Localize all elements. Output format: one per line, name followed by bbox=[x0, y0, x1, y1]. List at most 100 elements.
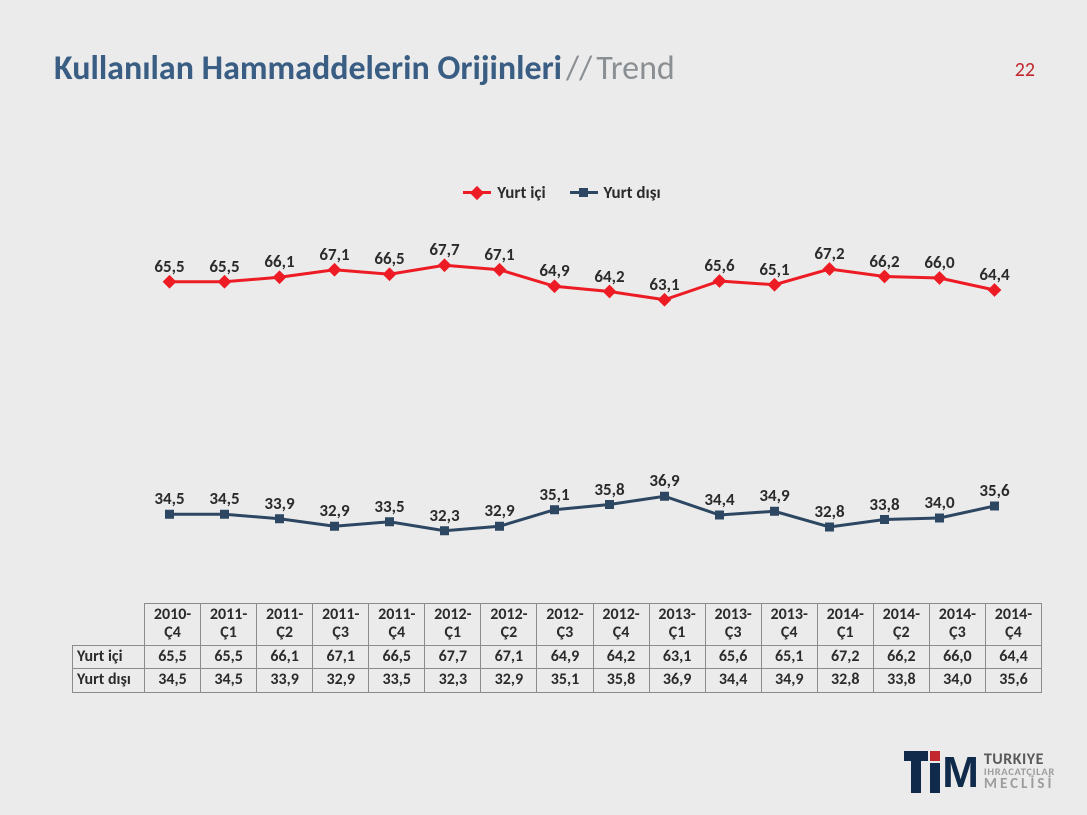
series-marker-yurt_disi bbox=[385, 517, 394, 526]
series-marker-yurt_disi bbox=[495, 522, 504, 531]
table-cell: 36,9 bbox=[649, 669, 705, 692]
table-cell: 33,5 bbox=[369, 669, 425, 692]
trend-chart: Yurt içi Yurt dışı 65,565,566,167,166,56… bbox=[102, 178, 1022, 558]
series-marker-yurt_ici bbox=[878, 270, 892, 284]
page-title-sub: Trend bbox=[596, 48, 675, 89]
data-table-wrap: 2010-Ç42011-Ç12011-Ç22011-Ç32011-Ç42012-… bbox=[72, 603, 1042, 693]
series-marker-yurt_ici bbox=[658, 293, 672, 307]
series-marker-yurt_ici bbox=[163, 275, 177, 289]
data-label-yurt_ici: 67,2 bbox=[814, 243, 844, 264]
logo-letter-m: M bbox=[942, 753, 978, 793]
table-col-header: 2011-Ç3 bbox=[313, 604, 369, 646]
table-cell: 64,2 bbox=[593, 645, 649, 668]
legend-item-yurt-disi: Yurt dışı bbox=[570, 182, 661, 203]
table-cell: 63,1 bbox=[649, 645, 705, 668]
table-col-header: 2012-Ç2 bbox=[481, 604, 537, 646]
table-col-header: 2014-Ç3 bbox=[929, 604, 985, 646]
data-label-yurt_disi: 32,9 bbox=[484, 500, 514, 521]
data-label-yurt_disi: 35,1 bbox=[539, 484, 569, 505]
table-cell: 32,3 bbox=[425, 669, 481, 692]
data-label-yurt_ici: 67,1 bbox=[319, 244, 349, 265]
legend-item-yurt-ici: Yurt içi bbox=[463, 182, 545, 203]
page-title-separator: // bbox=[566, 48, 592, 89]
table-cell: 64,9 bbox=[537, 645, 593, 668]
table-col-header: 2014-Ç1 bbox=[817, 604, 873, 646]
table-col-header: 2011-Ç1 bbox=[201, 604, 257, 646]
table-col-header: 2013-Ç1 bbox=[649, 604, 705, 646]
title-row: Kullanılan Hammaddelerin Orijinleri // T… bbox=[54, 48, 1045, 89]
series-marker-yurt_disi bbox=[605, 500, 614, 509]
page-number: 22 bbox=[1015, 58, 1035, 82]
table-cell: 32,8 bbox=[817, 669, 873, 692]
data-label-yurt_disi: 34,0 bbox=[924, 492, 954, 513]
table-cell: 65,6 bbox=[705, 645, 761, 668]
table-cell: 67,1 bbox=[313, 645, 369, 668]
table-cell: 35,1 bbox=[537, 669, 593, 692]
series-marker-yurt_disi bbox=[880, 515, 889, 524]
table-cell: 66,2 bbox=[873, 645, 929, 668]
data-label-yurt_disi: 32,8 bbox=[814, 501, 844, 522]
series-marker-yurt_disi bbox=[275, 514, 284, 523]
page-title-main: Kullanılan Hammaddelerin Orijinleri bbox=[54, 48, 562, 89]
data-label-yurt_ici: 65,5 bbox=[154, 256, 184, 277]
table-col-header: 2011-Ç4 bbox=[369, 604, 425, 646]
data-label-yurt_disi: 36,9 bbox=[649, 470, 679, 491]
data-label-yurt_disi: 34,5 bbox=[209, 488, 239, 509]
data-label-yurt_disi: 33,5 bbox=[374, 496, 404, 517]
table-row: Yurt dışı34,534,533,932,933,532,332,935,… bbox=[73, 669, 1042, 692]
series-marker-yurt_ici bbox=[383, 267, 397, 281]
logo-letter-t bbox=[904, 751, 928, 793]
logo-text-line3: MECLİSİ bbox=[984, 777, 1055, 791]
data-label-yurt_ici: 66,1 bbox=[264, 251, 294, 272]
data-label-yurt_disi: 35,8 bbox=[594, 479, 624, 500]
data-label-yurt_ici: 64,4 bbox=[979, 264, 1009, 285]
table-cell: 32,9 bbox=[313, 669, 369, 692]
table-cell: 32,9 bbox=[481, 669, 537, 692]
table-cell: 35,8 bbox=[593, 669, 649, 692]
series-marker-yurt_disi bbox=[440, 526, 449, 535]
table-col-header: 2011-Ç2 bbox=[257, 604, 313, 646]
series-marker-yurt_ici bbox=[548, 279, 562, 293]
series-marker-yurt_ici bbox=[933, 271, 947, 285]
legend-swatch-diamond bbox=[463, 191, 491, 194]
legend-label-yurt-ici: Yurt içi bbox=[497, 182, 545, 203]
data-label-yurt_ici: 66,5 bbox=[374, 248, 404, 269]
data-label-yurt_ici: 66,0 bbox=[924, 252, 954, 273]
series-marker-yurt_ici bbox=[493, 263, 507, 277]
data-label-yurt_disi: 33,9 bbox=[264, 493, 294, 514]
tim-logo-mark: M bbox=[904, 751, 978, 793]
table-cell: 67,7 bbox=[425, 645, 481, 668]
table-cell: 67,1 bbox=[481, 645, 537, 668]
table-cell: 34,4 bbox=[705, 669, 761, 692]
table-col-header: 2014-Ç2 bbox=[873, 604, 929, 646]
series-marker-yurt_disi bbox=[330, 522, 339, 531]
table-row: Yurt içi65,565,566,167,166,567,767,164,9… bbox=[73, 645, 1042, 668]
table-cell: 64,4 bbox=[985, 645, 1041, 668]
logo-letter-i bbox=[930, 751, 940, 793]
data-label-yurt_disi: 35,6 bbox=[979, 480, 1009, 501]
table-col-header: 2014-Ç4 bbox=[985, 604, 1041, 646]
table-col-header: 2012-Ç1 bbox=[425, 604, 481, 646]
data-label-yurt_disi: 34,9 bbox=[759, 485, 789, 506]
data-label-yurt_disi: 32,9 bbox=[319, 500, 349, 521]
table-cell: 66,1 bbox=[257, 645, 313, 668]
series-marker-yurt_disi bbox=[220, 510, 229, 519]
series-marker-yurt_ici bbox=[988, 283, 1002, 297]
slide: Kullanılan Hammaddelerin Orijinleri // T… bbox=[0, 0, 1087, 815]
series-marker-yurt_ici bbox=[328, 263, 342, 277]
legend-swatch-square bbox=[570, 191, 598, 194]
table-cell: 34,5 bbox=[201, 669, 257, 692]
series-marker-yurt_disi bbox=[935, 514, 944, 523]
table-cell: 65,5 bbox=[201, 645, 257, 668]
series-marker-yurt_disi bbox=[165, 510, 174, 519]
legend-label-yurt-disi: Yurt dışı bbox=[604, 182, 661, 203]
data-label-yurt_ici: 65,1 bbox=[759, 259, 789, 280]
data-label-yurt_disi: 34,4 bbox=[704, 489, 734, 510]
table-cell: 66,0 bbox=[929, 645, 985, 668]
series-marker-yurt_disi bbox=[715, 511, 724, 520]
data-label-yurt_ici: 63,1 bbox=[649, 274, 679, 295]
table-row-head-yurt-disi: Yurt dışı bbox=[73, 669, 145, 692]
series-marker-yurt_ici bbox=[603, 285, 617, 299]
series-marker-yurt_disi bbox=[990, 502, 999, 511]
table-header-row: 2010-Ç42011-Ç12011-Ç22011-Ç32011-Ç42012-… bbox=[73, 604, 1042, 646]
